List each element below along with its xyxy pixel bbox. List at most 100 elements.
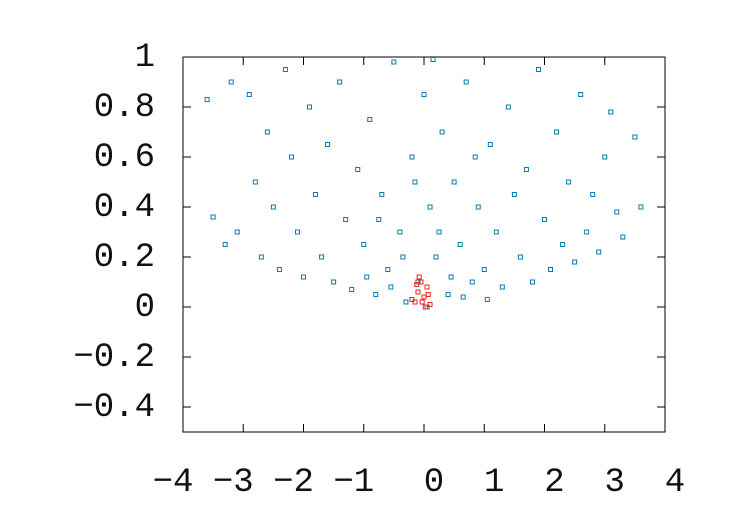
point — [572, 259, 578, 265]
point — [460, 294, 466, 300]
point — [529, 279, 535, 285]
point — [457, 242, 463, 247]
point — [325, 142, 331, 147]
point — [596, 249, 602, 255]
point — [379, 192, 385, 197]
point — [294, 229, 300, 235]
point — [349, 287, 355, 292]
point — [337, 79, 343, 85]
point — [355, 167, 361, 172]
point — [361, 242, 367, 247]
point — [282, 67, 288, 72]
point — [288, 154, 294, 160]
y-tick-label: 0.4 — [94, 189, 155, 227]
point — [416, 274, 422, 280]
point — [463, 79, 469, 85]
point — [228, 79, 234, 85]
point — [614, 209, 620, 215]
point — [590, 192, 596, 197]
point — [415, 289, 421, 295]
x-tick-label: 4 — [665, 464, 685, 502]
point — [419, 299, 425, 305]
point — [222, 242, 228, 247]
point — [234, 229, 240, 235]
point — [388, 284, 394, 290]
y-tick-label: 0.8 — [94, 89, 155, 127]
x-tick-label: 0 — [424, 464, 444, 502]
point — [391, 59, 397, 65]
point — [560, 242, 566, 247]
point — [511, 192, 517, 197]
x-tick-label: −2 — [273, 464, 314, 502]
point — [264, 129, 270, 135]
point — [523, 167, 529, 172]
point — [409, 297, 415, 302]
point — [427, 302, 433, 307]
point — [246, 92, 252, 97]
point — [414, 282, 420, 287]
point — [620, 234, 626, 240]
point — [313, 192, 319, 197]
point — [638, 204, 644, 210]
point — [424, 284, 430, 290]
x-tick-label: −1 — [333, 464, 374, 502]
point — [487, 142, 493, 147]
point — [421, 92, 427, 97]
point — [578, 92, 584, 97]
point — [584, 229, 590, 235]
point — [542, 217, 547, 222]
point — [301, 274, 306, 280]
point — [602, 154, 608, 160]
point — [469, 279, 475, 285]
point — [367, 117, 373, 122]
point — [403, 299, 409, 305]
point — [427, 204, 433, 210]
point — [433, 254, 439, 260]
point — [385, 267, 391, 272]
point — [421, 294, 427, 300]
point — [439, 129, 445, 135]
point — [517, 254, 523, 260]
point — [499, 284, 505, 290]
point — [632, 134, 638, 140]
point — [397, 229, 403, 235]
point — [343, 217, 349, 222]
point — [422, 304, 428, 310]
point — [548, 267, 554, 272]
point — [445, 292, 451, 297]
point — [409, 154, 415, 160]
point — [400, 254, 406, 260]
x-tick-label: −4 — [153, 464, 194, 502]
point — [307, 104, 313, 110]
x-tick-label: 3 — [605, 464, 625, 502]
y-tick-label: 0.6 — [94, 139, 155, 177]
point — [436, 229, 442, 235]
point — [276, 267, 282, 272]
point — [535, 67, 541, 72]
point — [425, 292, 431, 297]
y-tick-label: 0.2 — [94, 239, 155, 277]
point — [481, 267, 487, 272]
point — [258, 254, 264, 260]
point — [376, 217, 382, 222]
point — [373, 292, 379, 297]
point — [210, 214, 216, 220]
point — [364, 274, 370, 280]
x-tick-label: −3 — [213, 464, 254, 502]
point — [451, 179, 457, 185]
point — [412, 179, 418, 185]
y-tick-label: −0.4 — [73, 389, 155, 427]
point — [319, 254, 325, 260]
point — [472, 154, 478, 160]
point — [554, 129, 560, 135]
point — [448, 274, 454, 280]
point — [430, 57, 436, 62]
x-tick-label: 1 — [484, 464, 504, 502]
x-tick-label: 2 — [544, 464, 564, 502]
point — [204, 97, 210, 102]
point — [331, 279, 337, 285]
point — [252, 179, 258, 185]
point — [475, 204, 481, 210]
